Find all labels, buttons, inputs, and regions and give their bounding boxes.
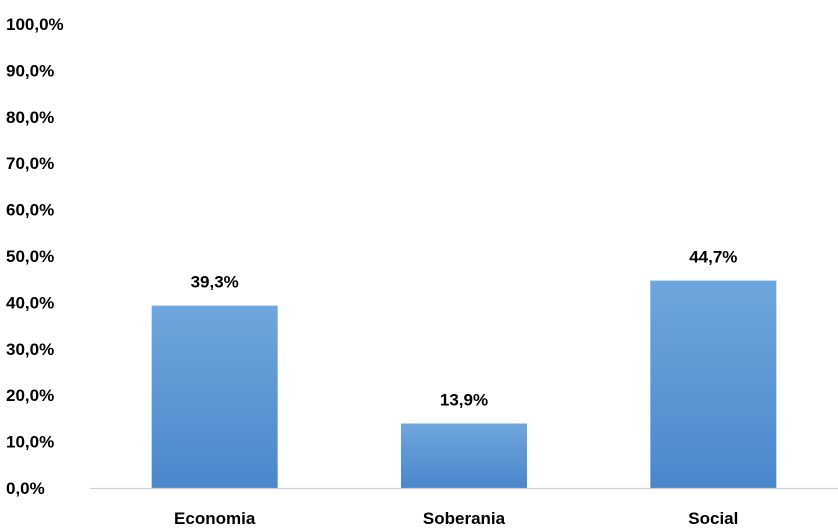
x-axis-category-labels: Economia Soberania Social (174, 509, 738, 528)
y-tick-label: 20,0% (6, 386, 54, 405)
data-label: 13,9% (440, 391, 488, 410)
x-category-label: Economia (174, 509, 256, 528)
x-category-label: Social (688, 509, 738, 528)
y-tick-label: 100,0% (6, 15, 64, 34)
data-labels: 39,3% 13,9% 44,7% (191, 248, 738, 410)
bar-economia (151, 305, 278, 488)
data-label: 39,3% (191, 273, 239, 292)
y-tick-label: 0,0% (6, 479, 45, 498)
y-tick-label: 90,0% (6, 61, 54, 80)
y-tick-label: 30,0% (6, 340, 54, 359)
bar-social (650, 280, 777, 488)
x-category-label: Soberania (423, 509, 506, 528)
y-axis-tick-labels: 0,0% 10,0% 20,0% 30,0% 40,0% 50,0% 60,0% 70,0% 8… (6, 15, 64, 498)
data-label: 44,7% (689, 248, 737, 267)
y-tick-label: 50,0% (6, 247, 54, 266)
y-tick-label: 80,0% (6, 108, 54, 127)
y-tick-label: 60,0% (6, 201, 54, 220)
y-tick-label: 40,0% (6, 293, 54, 312)
y-tick-label: 10,0% (6, 433, 54, 452)
bar-soberania (401, 423, 527, 488)
y-tick-label: 70,0% (6, 154, 54, 173)
bars (151, 280, 777, 488)
